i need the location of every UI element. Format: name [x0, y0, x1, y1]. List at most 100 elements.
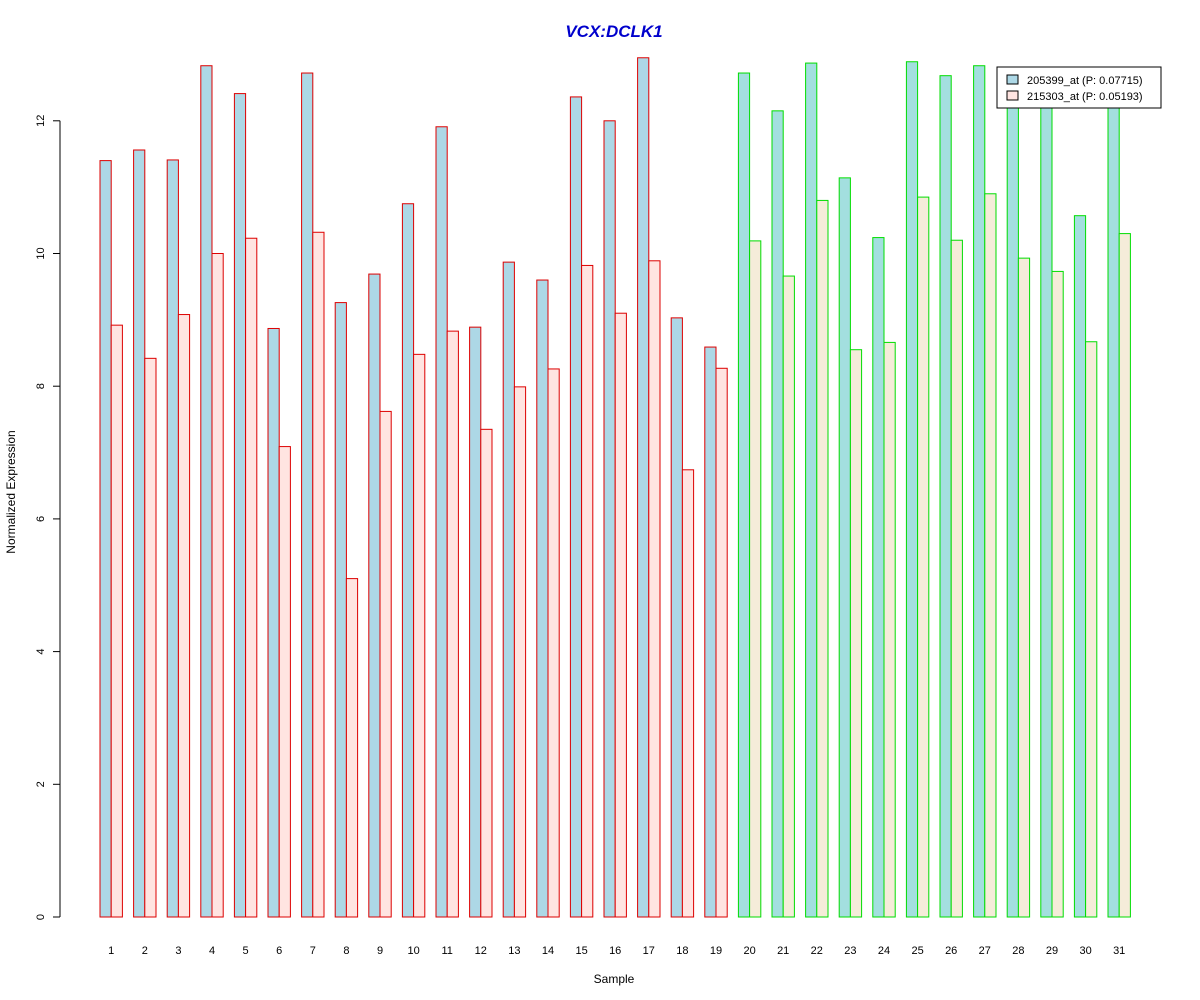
bar-215303-sample-30: [1085, 341, 1098, 918]
x-tick-label: 13: [508, 945, 520, 957]
bar-215303-sample-19: [715, 367, 728, 918]
x-tick-labels: 1 2 3 4 5 6 7 8 9 10 11 12 13 14 15 16 17 18 19 20 21 22 23 24 2…: [108, 945, 1125, 957]
bar-205399-sample-18: [670, 317, 683, 918]
bar-215303-sample-29: [1051, 270, 1064, 918]
legend: 205399_at (P: 0.07715) 215303_at (P: 0.0…: [996, 66, 1162, 109]
bar-205399-sample-2: [133, 149, 146, 918]
x-tick-label: 29: [1046, 945, 1058, 957]
x-tick-label: 30: [1079, 945, 1091, 957]
bar-205399-sample-16: [603, 120, 616, 918]
x-tick-label: 4: [209, 945, 215, 957]
y-tick-label: 10: [35, 247, 47, 259]
bar-205399-sample-21: [771, 110, 784, 918]
bar-215303-sample-20: [749, 240, 762, 918]
bar-205399-sample-10: [401, 203, 415, 918]
y-tick-label: 12: [35, 115, 47, 127]
bar-215303-sample-3: [177, 314, 191, 918]
bar-215303-sample-25: [917, 196, 930, 918]
x-tick-label: 1: [108, 945, 114, 957]
bars-group: [99, 57, 1131, 918]
x-axis-label: Sample: [594, 972, 635, 986]
y-axis-label: Normalized Expression: [4, 430, 18, 553]
bar-205399-sample-15: [569, 96, 583, 918]
bar-215303-sample-4: [211, 253, 224, 918]
x-tick-label: 6: [276, 945, 282, 957]
bar-215303-sample-31: [1118, 233, 1131, 918]
bar-205399-sample-26: [939, 75, 952, 918]
x-tick-label: 23: [844, 945, 856, 957]
bar-205399-sample-5: [233, 93, 247, 918]
legend-label-205399: 205399_at (P: 0.07715): [1027, 75, 1143, 87]
x-tick-label: 21: [777, 945, 789, 957]
bar-205399-sample-27: [973, 65, 986, 918]
x-tick-label: 9: [377, 945, 383, 957]
bar-215303-sample-27: [984, 193, 997, 918]
bar-205399-sample-20: [737, 72, 751, 918]
bar-215303-sample-2: [144, 357, 157, 918]
x-tick-label: 24: [878, 945, 890, 957]
chart-title: VCX:DCLK1: [565, 22, 662, 41]
bar-215303-sample-8: [345, 578, 359, 918]
bar-215303-sample-15: [581, 264, 594, 918]
y-tick-label: 8: [35, 383, 47, 389]
bar-205399-sample-14: [536, 279, 549, 918]
bar-205399-sample-9: [368, 273, 381, 918]
bar-205399-sample-22: [805, 62, 818, 918]
bar-215303-sample-1: [110, 324, 123, 918]
bar-215303-sample-22: [816, 199, 829, 918]
bar-205399-sample-11: [435, 126, 448, 918]
x-tick-label: 14: [542, 945, 554, 957]
x-tick-label: 22: [811, 945, 823, 957]
x-tick-label: 8: [343, 945, 349, 957]
x-tick-label: 28: [1012, 945, 1024, 957]
bar-205399-sample-1: [99, 160, 112, 918]
bar-215303-sample-26: [950, 239, 963, 918]
x-tick-label: 26: [945, 945, 957, 957]
bar-215303-sample-5: [245, 237, 258, 918]
legend-box: [996, 66, 1162, 109]
bar-215303-sample-28: [1017, 257, 1031, 918]
bar-205399-sample-3: [166, 159, 179, 918]
x-tick-label: 11: [441, 945, 452, 957]
bar-205399-sample-13: [502, 261, 515, 918]
bar-215303-sample-12: [480, 428, 493, 918]
y-tick-label: 0: [35, 914, 47, 920]
x-tick-label: 31: [1113, 945, 1125, 957]
y-tick-label: 2: [35, 781, 47, 787]
bar-215303-sample-17: [648, 260, 661, 918]
bar-205399-sample-8: [334, 302, 347, 918]
x-tick-label: 20: [743, 945, 755, 957]
bar-205399-sample-23: [838, 177, 851, 918]
x-tick-label: 16: [609, 945, 621, 957]
x-tick-label: 12: [475, 945, 487, 957]
bar-205399-sample-17: [637, 57, 650, 918]
bar-215303-sample-6: [278, 446, 291, 918]
y-tick-label: 6: [35, 516, 47, 522]
bar-205399-sample-4: [200, 65, 213, 918]
bar-215303-sample-23: [849, 349, 863, 918]
bar-215303-sample-11: [446, 330, 459, 918]
bar-205399-sample-31: [1107, 100, 1120, 918]
bar-215303-sample-10: [413, 353, 426, 918]
x-tick-label: 3: [175, 945, 181, 957]
legend-swatch-215303: [1006, 90, 1019, 101]
x-tick-label: 17: [643, 945, 655, 957]
x-tick-label: 10: [407, 945, 419, 957]
x-tick-label: 18: [676, 945, 688, 957]
x-tick-label: 5: [243, 945, 249, 957]
y-axis: 0 2 4 6 8 10 12: [35, 115, 61, 920]
bar-215303-sample-14: [547, 368, 560, 918]
bar-215303-sample-13: [513, 386, 527, 918]
bar-215303-sample-24: [883, 341, 896, 918]
x-tick-label: 25: [911, 945, 923, 957]
x-tick-label: 7: [310, 945, 316, 957]
bar-205399-sample-7: [301, 72, 314, 918]
bar-205399-sample-30: [1073, 215, 1087, 918]
legend-label-215303: 215303_at (P: 0.05193): [1027, 91, 1143, 103]
bar-205399-sample-12: [469, 326, 482, 918]
bar-215303-sample-7: [312, 231, 325, 918]
x-tick-label: 2: [142, 945, 148, 957]
bar-215303-sample-18: [681, 469, 695, 918]
bar-215303-sample-9: [379, 410, 392, 918]
